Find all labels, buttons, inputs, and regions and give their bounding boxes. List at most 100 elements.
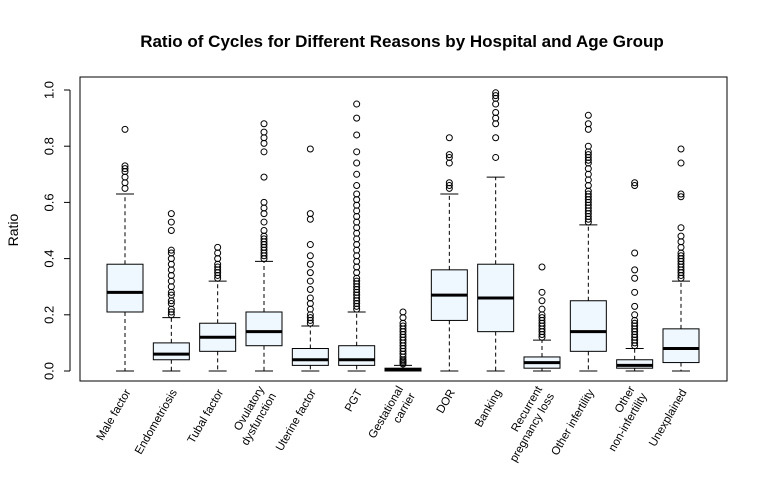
box-iqr: [338, 345, 376, 366]
outlier-point: [538, 297, 546, 305]
x-tick-label-6: Gestationalcarrier: [367, 384, 419, 447]
y-tick-label-1: 0.2: [41, 306, 56, 324]
outlier-point: [584, 151, 592, 159]
x-tick-label-line: PGT: [343, 388, 365, 414]
outlier-point: [353, 212, 361, 220]
outlier-point: [584, 182, 592, 190]
outlier-point: [167, 210, 175, 218]
outlier-point: [631, 274, 639, 282]
x-tick-label-line: Uterine factor: [274, 387, 319, 453]
outlier-point: [306, 305, 314, 313]
outlier-point: [260, 218, 268, 226]
outlier-point: [399, 308, 407, 316]
outlier-point: [167, 249, 175, 257]
outlier-point: [306, 252, 314, 260]
outlier-point: [353, 241, 361, 249]
outlier-point: [584, 142, 592, 150]
x-tick-label-line: Unexplained: [647, 388, 689, 449]
outlier-point: [260, 173, 268, 181]
outlier-point: [445, 159, 453, 167]
outlier-point: [492, 120, 500, 128]
outlier-point: [214, 243, 222, 251]
outlier-point: [492, 153, 500, 161]
outlier-point: [121, 162, 129, 170]
box-11: [616, 179, 654, 372]
outlier-point: [353, 207, 361, 215]
outlier-point: [677, 243, 685, 251]
y-tick-label-5: 1.0: [41, 81, 56, 99]
outlier-point: [306, 300, 314, 308]
x-tick-label-line: Endometriosis: [133, 387, 180, 456]
y-axis: 0.0 0.2 0.4 0.6 0.8 1.0: [41, 81, 71, 380]
outlier-point: [631, 179, 639, 187]
outlier-point: [260, 134, 268, 142]
outlier-point: [584, 176, 592, 184]
outlier-point: [353, 170, 361, 178]
outlier-point: [353, 159, 361, 167]
outlier-point: [538, 263, 546, 271]
outlier-point: [260, 227, 268, 234]
boxes: [106, 89, 700, 372]
outlier-point: [445, 134, 453, 142]
x-tick-label-line: Male factor: [95, 387, 134, 442]
box-iqr: [245, 311, 283, 347]
outlier-point: [306, 269, 314, 277]
outlier-point: [538, 288, 546, 296]
outlier-point: [121, 184, 129, 192]
outlier-point: [353, 277, 361, 285]
outlier-point: [167, 266, 175, 274]
outlier-point: [445, 151, 453, 159]
y-tick-label-4: 0.8: [41, 137, 56, 155]
outlier-point: [631, 319, 639, 327]
outlier-point: [121, 179, 129, 187]
x-tick-label-12: Unexplained: [647, 388, 689, 449]
outlier-point: [260, 128, 268, 136]
x-tick-label-2: Tubal factor: [186, 387, 227, 445]
outlier-point: [353, 190, 361, 198]
outlier-point: [677, 145, 685, 153]
x-tick-label-5: PGT: [343, 388, 365, 414]
outlier-point: [631, 311, 639, 319]
outlier-point: [214, 263, 222, 271]
outlier-point: [631, 266, 639, 274]
box-3: [245, 120, 283, 372]
y-tick-label-3: 0.6: [41, 193, 56, 211]
outlier-point: [353, 257, 361, 265]
outlier-point: [677, 238, 685, 246]
box-iqr: [291, 348, 329, 366]
outlier-point: [260, 120, 268, 128]
outlier-point: [167, 271, 175, 279]
outlier-point: [260, 204, 268, 212]
outlier-point: [167, 300, 175, 308]
outlier-point: [306, 210, 314, 218]
box-5: [338, 100, 376, 372]
outlier-point: [306, 215, 314, 223]
outlier-point: [677, 232, 685, 240]
outlier-point: [677, 252, 685, 260]
outlier-point: [445, 182, 453, 190]
outlier-point: [353, 235, 361, 243]
outlier-point: [306, 241, 314, 249]
outlier-point: [584, 165, 592, 173]
y-tick-label-2: 0.4: [41, 250, 56, 268]
box-10: [569, 111, 607, 372]
box-1: [152, 210, 190, 372]
y-tick-label-0: 0.0: [41, 362, 56, 380]
outlier-point: [399, 314, 407, 322]
outlier-point: [677, 190, 685, 198]
outlier-point: [584, 125, 592, 133]
outlier-point: [584, 111, 592, 119]
box-iqr: [662, 328, 700, 364]
outlier-point: [492, 134, 500, 142]
outlier-point: [214, 249, 222, 257]
outlier-point: [677, 224, 685, 232]
outlier-point: [538, 305, 546, 313]
box-0: [106, 125, 144, 372]
outlier-point: [353, 263, 361, 271]
outlier-point: [306, 277, 314, 285]
outlier-point: [353, 229, 361, 237]
x-tick-label-11: Othernon-infertility: [595, 384, 650, 454]
outlier-point: [167, 218, 175, 226]
outlier-point: [584, 190, 592, 198]
box-2: [199, 243, 237, 372]
